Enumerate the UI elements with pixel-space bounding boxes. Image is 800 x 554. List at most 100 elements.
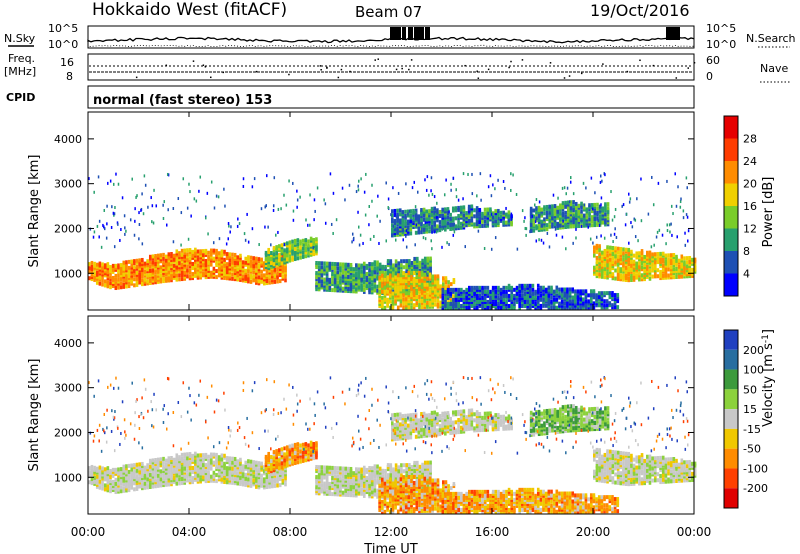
velocity-cell bbox=[283, 462, 286, 467]
velocity-cell bbox=[270, 457, 273, 462]
power-cell bbox=[630, 255, 633, 260]
velocity-cell bbox=[217, 455, 221, 460]
power-cell bbox=[483, 213, 487, 218]
power-cell bbox=[209, 250, 213, 255]
power-cell bbox=[449, 296, 453, 301]
velocity-cell bbox=[304, 450, 308, 455]
power-cell bbox=[362, 281, 366, 286]
power-cell bbox=[273, 279, 277, 284]
power-cell bbox=[281, 276, 285, 281]
power-cell bbox=[457, 220, 460, 225]
power-cell bbox=[207, 272, 210, 277]
velocity-cell bbox=[241, 474, 245, 479]
power-cell bbox=[272, 252, 276, 257]
power-cell bbox=[591, 207, 594, 211]
velocity-cell bbox=[167, 456, 171, 461]
power-cell bbox=[451, 218, 455, 223]
power-cell bbox=[515, 297, 519, 302]
power-cell bbox=[601, 216, 605, 221]
power-cell bbox=[379, 219, 381, 223]
power-cell bbox=[151, 274, 155, 279]
power-cell bbox=[585, 211, 589, 216]
power-cell bbox=[589, 297, 593, 302]
power-cell bbox=[693, 257, 697, 262]
power-cell bbox=[217, 255, 221, 260]
power-cell bbox=[223, 265, 226, 270]
power-cell bbox=[122, 272, 126, 277]
power-cell bbox=[207, 256, 210, 261]
velocity-cell bbox=[175, 461, 179, 466]
power-cell bbox=[392, 271, 395, 276]
freq-dot bbox=[510, 60, 512, 63]
power-cell bbox=[595, 293, 598, 298]
power-cell bbox=[103, 267, 107, 272]
power-cell bbox=[391, 283, 395, 288]
power-cell bbox=[170, 254, 173, 259]
power-cell bbox=[638, 277, 641, 282]
velocity-cell bbox=[186, 456, 189, 461]
noise-spike bbox=[396, 27, 401, 40]
power-cell bbox=[164, 260, 168, 265]
power-cell bbox=[603, 259, 607, 264]
power-cell bbox=[268, 270, 271, 275]
velocity-cell bbox=[154, 472, 157, 477]
velocity-cell bbox=[236, 463, 240, 468]
velocity-cell bbox=[111, 473, 115, 478]
power-cell bbox=[217, 195, 220, 199]
power-cell bbox=[616, 260, 620, 265]
power-cell bbox=[412, 297, 416, 302]
power-cell bbox=[228, 276, 232, 281]
freq-dot bbox=[135, 76, 138, 79]
power-cell bbox=[523, 299, 527, 304]
power-cell bbox=[373, 234, 375, 238]
velocity-cell bbox=[127, 488, 131, 493]
power-cell bbox=[199, 253, 202, 258]
power-cell bbox=[693, 265, 697, 270]
power-cell bbox=[632, 265, 636, 270]
power-cell bbox=[505, 303, 508, 308]
power-cell bbox=[312, 252, 316, 257]
power-cell bbox=[475, 216, 479, 221]
freq-dot bbox=[652, 64, 655, 67]
power-cell bbox=[436, 304, 440, 309]
velocity-cell bbox=[186, 460, 189, 465]
power-cell bbox=[603, 250, 607, 255]
power-cell bbox=[558, 303, 561, 308]
power-cell bbox=[428, 229, 431, 234]
power-cell bbox=[669, 259, 673, 264]
power-cell bbox=[212, 266, 216, 271]
power-cell bbox=[528, 287, 532, 292]
power-cell bbox=[114, 286, 118, 291]
power-cell bbox=[494, 221, 497, 226]
power-cell bbox=[561, 203, 565, 208]
power-cell bbox=[278, 246, 281, 251]
power-cell bbox=[396, 277, 400, 282]
power-cell bbox=[194, 255, 197, 260]
power-cell bbox=[151, 264, 155, 269]
power-cell bbox=[497, 223, 500, 228]
velocity-cell bbox=[215, 479, 218, 484]
power-cell bbox=[207, 232, 209, 236]
power-cell bbox=[281, 268, 285, 273]
power-cell bbox=[293, 252, 297, 257]
power-cell bbox=[239, 253, 242, 258]
power-cell bbox=[341, 262, 345, 267]
power-cell bbox=[446, 241, 448, 245]
power-cell bbox=[141, 282, 144, 287]
power-cell bbox=[212, 256, 216, 261]
power-cell bbox=[630, 221, 632, 225]
power-cell bbox=[540, 213, 544, 218]
power-cell bbox=[215, 252, 218, 257]
power-cell bbox=[470, 208, 474, 213]
power-cell bbox=[249, 263, 253, 268]
power-cell bbox=[560, 295, 564, 300]
power-cell bbox=[616, 258, 620, 263]
power-cell bbox=[574, 305, 577, 310]
power-cell bbox=[606, 255, 609, 260]
power-cell bbox=[428, 225, 431, 230]
velocity-cell bbox=[262, 467, 266, 472]
power-cell bbox=[399, 303, 403, 308]
velocity-cell bbox=[101, 482, 104, 487]
range-tick-label: 3000 bbox=[54, 178, 82, 191]
power-cell bbox=[202, 259, 205, 264]
